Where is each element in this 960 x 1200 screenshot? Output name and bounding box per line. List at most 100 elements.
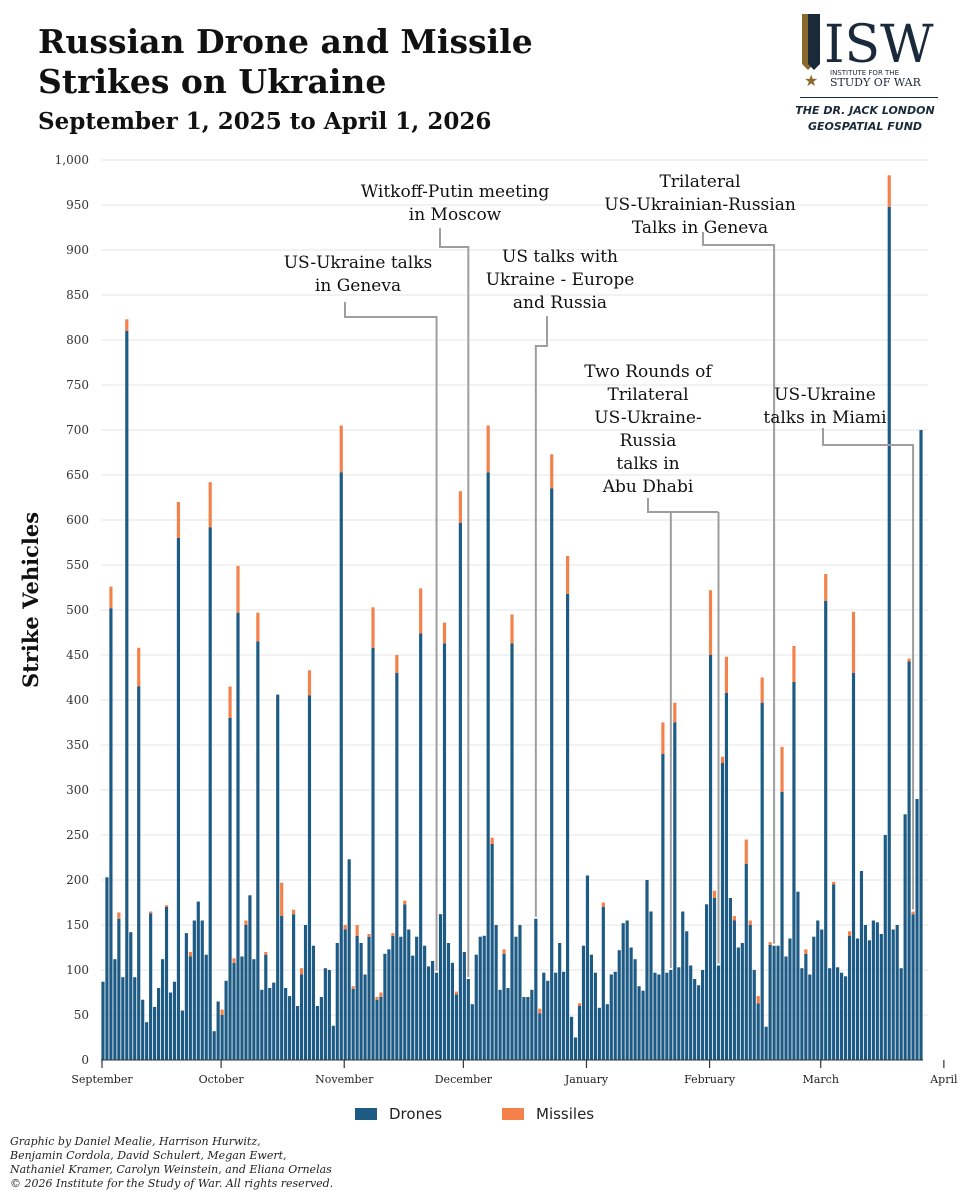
drone-bar: [156, 988, 161, 1060]
y-tick-label: 250: [66, 828, 89, 842]
annotation-leader-line: [647, 498, 719, 513]
missile-bar: [109, 586, 113, 609]
missile-bar: [712, 890, 717, 898]
drone-bar: [740, 943, 744, 1060]
missile-bar: [280, 882, 284, 916]
annotation-miami-talks: US-Ukraine: [774, 385, 876, 405]
drone-bar: [454, 994, 458, 1060]
drone-bar: [470, 1004, 474, 1060]
drone-bar: [538, 1013, 542, 1060]
missile-bar: [911, 911, 915, 915]
drone-bar: [732, 920, 736, 1060]
drone-bar: [137, 686, 141, 1060]
logo-line-1: INSTITUTE FOR THE: [830, 69, 899, 77]
drone-bar: [510, 643, 514, 1060]
missile-bar: [661, 722, 665, 754]
missile-bar: [887, 175, 891, 207]
missile-bar: [780, 746, 784, 792]
missile-bar: [760, 677, 764, 703]
drone-bar: [689, 965, 693, 1060]
drone-bar: [315, 1006, 320, 1060]
missile-bar: [232, 958, 236, 963]
drone-bar: [796, 891, 800, 1060]
drone-bar: [554, 972, 558, 1060]
credits: Graphic by Daniel Mealie, Harrison Hurwi…: [10, 1135, 430, 1191]
drone-bar: [434, 972, 439, 1060]
y-tick-label: 400: [66, 693, 89, 707]
drone-bar: [720, 763, 725, 1060]
annotation-abu-dhabi: Two Rounds of: [584, 362, 713, 382]
y-tick-label: 700: [66, 423, 89, 437]
legend-label-drones: Drones: [389, 1105, 443, 1123]
missile-bar: [601, 902, 605, 907]
drone-bar: [661, 754, 665, 1060]
drone-bar: [482, 935, 486, 1060]
drone-bar: [895, 925, 899, 1060]
drone-bar: [113, 959, 117, 1060]
y-tick-label: 100: [66, 963, 89, 977]
drone-bar: [752, 970, 756, 1060]
missile-bar: [419, 588, 423, 634]
drone-bar: [208, 527, 212, 1060]
y-tick-label: 750: [66, 378, 89, 392]
drone-bar: [800, 968, 804, 1060]
drone-bar: [355, 935, 359, 1060]
drone-bar: [160, 959, 165, 1060]
drone-bar: [383, 953, 387, 1060]
y-axis-label: Strike Vehicles: [18, 512, 43, 688]
drone-bar: [363, 974, 367, 1060]
drone-bar: [621, 923, 625, 1060]
x-tick-label: March: [803, 1073, 839, 1086]
missile-bar: [824, 574, 828, 601]
drone-bar: [665, 972, 669, 1060]
drone-bar: [141, 999, 145, 1060]
drone-bar: [105, 877, 109, 1060]
annotation-abu-dhabi: talks in: [616, 454, 679, 474]
annotation-us-talks: and Russia: [513, 293, 607, 313]
drone-bar: [232, 962, 236, 1060]
y-tick-label: 800: [66, 333, 89, 347]
drone-bar: [828, 968, 832, 1060]
drone-bar: [244, 925, 248, 1060]
drone-bar: [693, 979, 697, 1060]
drone-bar: [430, 961, 435, 1060]
missile-bar: [117, 912, 121, 919]
legend-swatch-missiles: [502, 1108, 524, 1120]
x-axis: September October November December January F…: [71, 1059, 958, 1086]
drone-bar: [530, 989, 534, 1060]
drone-bar: [272, 982, 276, 1060]
drone-bar: [319, 997, 323, 1060]
drone-bar: [299, 974, 304, 1060]
annotation-witkoff-putin: Witkoff-Putin meeting: [361, 182, 550, 202]
y-tick-label: 300: [66, 783, 89, 797]
annotation-trilateral-geneva: US-Ukrainian-Russian: [604, 195, 796, 215]
drone-bar: [625, 920, 629, 1060]
drone-bar: [708, 655, 713, 1060]
missile-bar: [756, 996, 760, 1004]
drone-bar: [613, 971, 617, 1060]
missile-bar: [744, 839, 748, 864]
drone-bar: [788, 938, 792, 1060]
missile-bar: [125, 319, 129, 331]
missile-bar: [391, 933, 395, 936]
legend-item-missiles: Missiles: [502, 1105, 594, 1123]
drone-bar: [307, 695, 312, 1060]
legend-swatch-drones: [355, 1108, 377, 1120]
drone-bar: [395, 673, 399, 1060]
drone-bar: [812, 936, 816, 1060]
drone-bar: [212, 1031, 216, 1060]
drone-bar: [605, 1004, 609, 1060]
legend: Drones Missiles: [0, 1105, 960, 1127]
title-line-1: Russian Drone and Missile: [38, 22, 533, 61]
drone-bar: [569, 1016, 574, 1060]
y-axis-ticks: 0 50 100 150 200 250 300 350 400 450 500 550 600 650 7…: [55, 153, 89, 1067]
drone-bar: [172, 981, 177, 1060]
x-tick-label: December: [435, 1073, 493, 1086]
annotation-abu-dhabi: Russia: [620, 431, 677, 451]
drone-bar: [192, 920, 196, 1060]
annotation-witkoff-putin: in Moscow: [409, 205, 502, 225]
drone-bar: [804, 953, 808, 1060]
drone-bar: [133, 977, 137, 1060]
drone-bar: [252, 959, 256, 1060]
missile-bar: [176, 502, 181, 538]
